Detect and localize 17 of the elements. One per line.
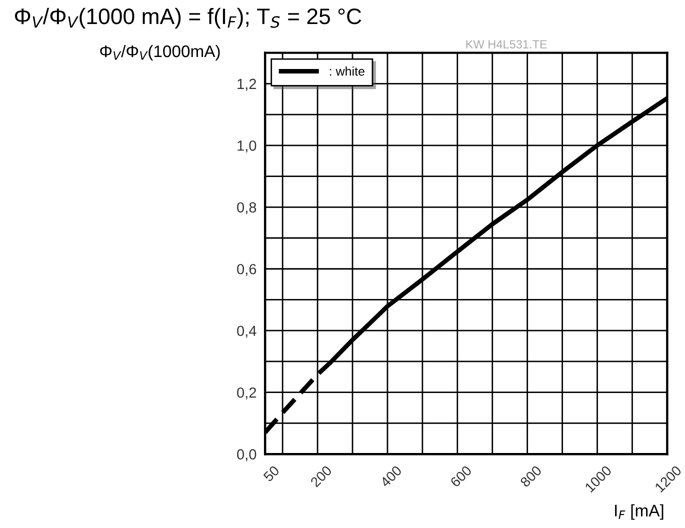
y-tick-label: 0,4 bbox=[237, 326, 256, 338]
y-tick-label: 1,0 bbox=[238, 140, 256, 153]
x-tick-label: 800 bbox=[520, 465, 542, 488]
legend-label: : white bbox=[330, 66, 364, 76]
y-tick-label: 0,0 bbox=[237, 449, 256, 462]
x-tick-label: 50 bbox=[262, 465, 280, 482]
y-tick-label: 0,6 bbox=[237, 264, 256, 276]
y-tick-label: 0,2 bbox=[237, 387, 256, 400]
chart-title: Φ$_{V}$/Φ$_{V}$(1000 mA) = f(I$_{F}$); T$_{S}$ = 25 °C bbox=[14, 8, 362, 29]
y-tick-label: 1,2 bbox=[238, 78, 256, 91]
x-tick-label: 400 bbox=[380, 465, 402, 488]
y-axis-title: Φ$_{V}$/Φ$_{V}$(1000mA) bbox=[100, 44, 220, 60]
x-tick-label: 600 bbox=[450, 465, 472, 488]
y-tick-label: 0,8 bbox=[237, 202, 256, 214]
text: KW H4L531.TE bbox=[466, 40, 547, 48]
x-axis-title: I$_{F}$ [mA] bbox=[615, 504, 664, 520]
x-tick-label: 200 bbox=[310, 465, 332, 488]
